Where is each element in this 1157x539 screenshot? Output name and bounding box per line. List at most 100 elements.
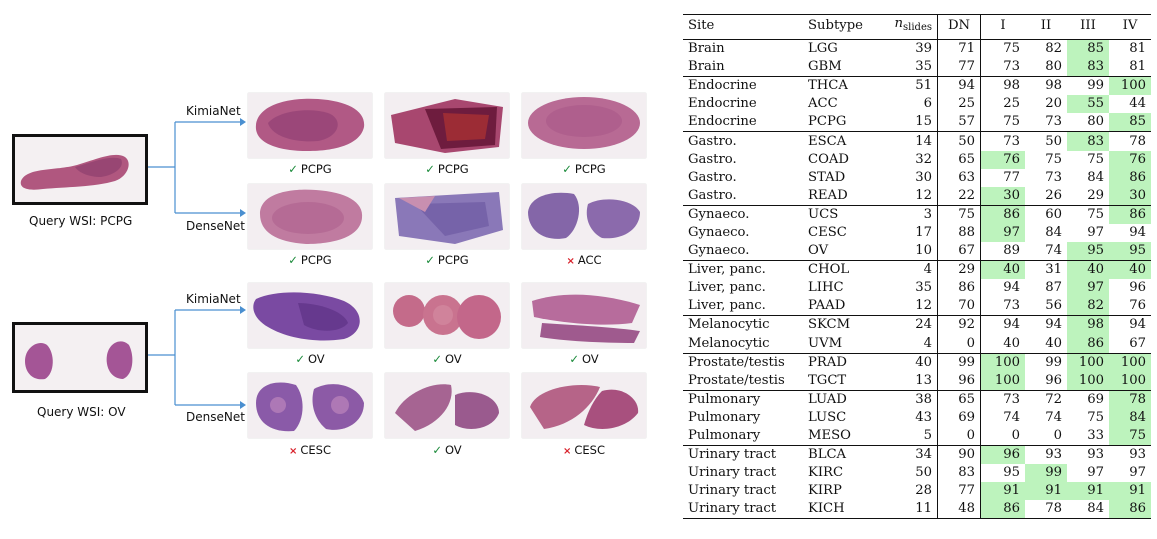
cell-site: Liver, panc. <box>688 280 766 296</box>
cell-accuracy: 93 <box>1067 445 1109 465</box>
cell-accuracy: 69 <box>1067 389 1109 409</box>
cell-subtype: STAD <box>808 169 846 185</box>
check-icon: ✓ <box>432 443 442 457</box>
cell-accuracy: 100 <box>1109 352 1151 372</box>
cell-dn: 0 <box>937 334 981 354</box>
cell-dn: 65 <box>937 150 981 169</box>
cell-site: Gastro. <box>688 169 737 185</box>
cell-accuracy: 86 <box>1067 334 1109 354</box>
cell-dn: 83 <box>937 464 981 483</box>
cell-accuracy: 75 <box>980 39 1025 59</box>
cell-accuracy: 78 <box>1025 500 1067 520</box>
cell-accuracy: 94 <box>980 279 1025 298</box>
cell-site: Gastro. <box>683 131 803 151</box>
cell-accuracy: 100 <box>980 352 1025 372</box>
cell-subtype: SKCM <box>803 315 875 335</box>
table-row: Pulmonary LUAD 38 65 73 72 69 78 <box>683 389 1151 409</box>
cell-accuracy: 81 <box>1129 59 1146 75</box>
result-label: × CESC <box>562 443 606 457</box>
table-row: Gynaeco. OV 10 67 89 74 95 95 <box>683 242 1151 261</box>
cell-dn: 90 <box>937 445 981 465</box>
cell-subtype: KIRC <box>808 465 844 481</box>
result-thumb <box>385 373 509 438</box>
query-wsi-ov-image <box>12 322 148 393</box>
result-thumb <box>248 93 372 158</box>
cell-site: Endocrine <box>683 76 803 96</box>
cell-subtype: LIHC <box>808 280 844 296</box>
table-row: Brain LGG 39 71 75 82 85 81 <box>683 39 1151 59</box>
result-thumb <box>522 373 646 438</box>
retrieval-figure: Query WSI: PCPG KimiaNet DenseNet ✓ PCPG … <box>12 93 646 457</box>
cell-n-slides: 39 <box>875 39 938 59</box>
cell-accuracy: 75 <box>1067 204 1109 224</box>
cell-accuracy: 56 <box>1045 298 1062 314</box>
cell-accuracy: 80 <box>1087 114 1104 130</box>
cell-accuracy: 87 <box>1045 280 1062 296</box>
table-row: Brain GBM 35 77 73 80 83 81 <box>683 58 1151 77</box>
cell-site: Liver, panc. <box>688 298 766 314</box>
cell-site: Gastro. <box>688 187 737 203</box>
cell-accuracy: 96 <box>980 445 1025 465</box>
check-icon: ✓ <box>569 352 579 366</box>
cell-accuracy: 84 <box>1087 169 1104 185</box>
cell-accuracy: 73 <box>1045 169 1062 185</box>
result-label: ✓ PCPG <box>562 162 606 176</box>
cell-site: Pulmonary <box>683 389 803 409</box>
cell-accuracy: 100 <box>980 371 1025 391</box>
cell-accuracy: 82 <box>1025 39 1067 59</box>
cell-n-slides: 38 <box>875 389 938 409</box>
cell-accuracy: 96 <box>1129 280 1146 296</box>
cell-dn: 99 <box>937 352 981 372</box>
header-col-4: IV <box>1109 14 1151 40</box>
cell-n-slides: 12 <box>915 187 932 203</box>
cell-accuracy: 91 <box>1067 482 1109 501</box>
branch-label-densenet-2: DenseNet <box>186 410 245 424</box>
cell-n-slides: 13 <box>915 372 932 388</box>
cell-accuracy: 91 <box>1109 482 1151 501</box>
cell-site: Pulmonary <box>688 428 761 444</box>
cell-accuracy: 78 <box>1109 131 1151 151</box>
result-label: ✓ PCPG <box>288 253 332 267</box>
cell-site: Liver, panc. <box>683 260 803 280</box>
cross-icon: × <box>288 446 298 457</box>
cell-n-slides: 10 <box>915 243 932 259</box>
cell-n-slides: 50 <box>915 465 932 481</box>
cell-accuracy: 78 <box>1109 389 1151 409</box>
table-row: Urinary tract BLCA 34 90 96 93 93 93 <box>683 445 1151 465</box>
cell-subtype: GBM <box>808 59 842 75</box>
cell-accuracy: 81 <box>1109 39 1151 59</box>
cell-site: Urinary tract <box>688 483 777 499</box>
cell-subtype: ACC <box>808 96 838 112</box>
cell-accuracy: 33 <box>1087 428 1104 444</box>
cell-accuracy: 60 <box>1025 204 1067 224</box>
cell-accuracy: 89 <box>980 242 1025 261</box>
cell-accuracy: 74 <box>1045 243 1062 259</box>
cell-accuracy: 94 <box>980 315 1025 335</box>
cell-subtype: THCA <box>803 76 875 96</box>
cell-accuracy: 95 <box>1067 242 1109 261</box>
cell-accuracy: 40 <box>980 334 1025 354</box>
cell-subtype: PCPG <box>808 114 847 130</box>
results-table: Site Subtype nslides DN I II III IV Brai… <box>683 14 1151 520</box>
result-thumb <box>522 93 646 158</box>
cell-accuracy: 85 <box>1067 39 1109 59</box>
cell-accuracy: 30 <box>1109 186 1151 206</box>
cell-dn: 50 <box>937 131 981 151</box>
cell-subtype: MESO <box>808 428 851 444</box>
cell-accuracy: 40 <box>1109 260 1151 280</box>
cell-site: Gastro. <box>688 151 737 167</box>
connector-lines <box>147 118 246 409</box>
cell-subtype: READ <box>808 187 848 203</box>
cell-n-slides: 3 <box>875 204 938 224</box>
cell-dn: 0 <box>937 426 981 446</box>
branch-label-kimianet-1: KimiaNet <box>186 104 241 118</box>
cell-accuracy: 25 <box>980 95 1025 114</box>
cell-dn: 75 <box>937 204 981 224</box>
cell-subtype: LGG <box>803 39 875 59</box>
cell-accuracy: 20 <box>1045 96 1062 112</box>
cell-accuracy: 0 <box>980 426 1025 446</box>
table-row: Pulmonary LUSC 43 69 74 74 75 84 <box>683 408 1151 427</box>
cell-site: Urinary tract <box>683 445 803 465</box>
cell-accuracy: 97 <box>1129 465 1146 481</box>
cell-accuracy: 100 <box>1067 352 1109 372</box>
